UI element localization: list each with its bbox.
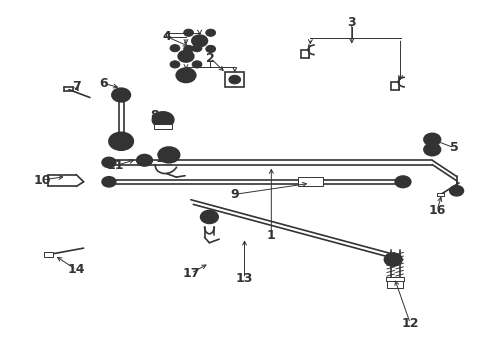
- Text: 14: 14: [67, 263, 85, 276]
- Text: 12: 12: [401, 317, 418, 330]
- Circle shape: [423, 143, 440, 156]
- Bar: [154, 124, 171, 129]
- Bar: [436, 193, 443, 196]
- Circle shape: [183, 29, 193, 36]
- Text: 1: 1: [266, 229, 275, 242]
- Circle shape: [449, 186, 463, 196]
- Circle shape: [137, 154, 152, 166]
- Text: 8: 8: [150, 109, 158, 122]
- Circle shape: [192, 61, 202, 68]
- Circle shape: [158, 147, 179, 163]
- Text: 17: 17: [182, 267, 199, 280]
- Text: 10: 10: [33, 174, 51, 186]
- Circle shape: [176, 68, 195, 82]
- Text: 13: 13: [235, 272, 253, 285]
- Circle shape: [183, 45, 193, 53]
- Text: 15: 15: [155, 152, 172, 165]
- Circle shape: [191, 35, 207, 46]
- Text: 3: 3: [347, 16, 355, 29]
- Circle shape: [102, 157, 116, 167]
- Circle shape: [205, 29, 215, 36]
- Bar: [298, 177, 323, 186]
- Bar: [390, 82, 398, 90]
- Bar: [224, 72, 244, 87]
- Text: 6: 6: [99, 77, 107, 90]
- Circle shape: [384, 253, 401, 266]
- Circle shape: [102, 177, 116, 187]
- Circle shape: [178, 50, 193, 62]
- Circle shape: [152, 112, 173, 128]
- Bar: [386, 281, 403, 288]
- Bar: [300, 50, 308, 58]
- Circle shape: [423, 134, 440, 145]
- Bar: [43, 252, 53, 257]
- Text: 7: 7: [72, 80, 81, 93]
- Text: 5: 5: [449, 141, 458, 154]
- Circle shape: [170, 61, 180, 68]
- Text: 16: 16: [427, 204, 445, 217]
- Circle shape: [200, 211, 218, 224]
- Text: 2: 2: [205, 51, 214, 64]
- Bar: [385, 277, 404, 281]
- Circle shape: [170, 45, 180, 52]
- Text: 9: 9: [230, 188, 239, 201]
- Text: 11: 11: [106, 159, 124, 172]
- Circle shape: [205, 45, 215, 53]
- Text: 4: 4: [162, 30, 170, 43]
- Circle shape: [112, 88, 130, 102]
- Circle shape: [394, 176, 410, 188]
- Circle shape: [228, 75, 240, 84]
- Circle shape: [192, 45, 202, 52]
- Circle shape: [109, 132, 133, 150]
